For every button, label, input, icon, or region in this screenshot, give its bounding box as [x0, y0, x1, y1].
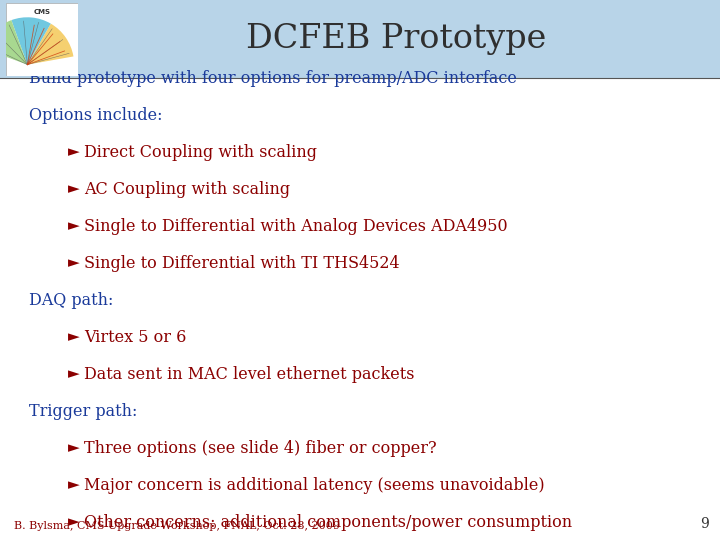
- Text: ►: ►: [68, 515, 80, 529]
- Text: ►: ►: [68, 219, 80, 233]
- Text: Options include:: Options include:: [29, 107, 162, 124]
- FancyBboxPatch shape: [0, 0, 720, 78]
- Text: ►: ►: [68, 256, 80, 270]
- Text: Three options (see slide 4) fiber or copper?: Three options (see slide 4) fiber or cop…: [84, 440, 437, 457]
- Text: Other concerns: additional components/power consumption: Other concerns: additional components/po…: [84, 514, 572, 531]
- Text: ►: ►: [68, 367, 80, 381]
- Text: 9: 9: [701, 517, 709, 531]
- Text: Virtex 5 or 6: Virtex 5 or 6: [84, 329, 186, 346]
- Text: Trigger path:: Trigger path:: [29, 403, 138, 420]
- Text: ►: ►: [68, 145, 80, 159]
- Text: CMS: CMS: [33, 9, 50, 15]
- Text: Build prototype with four options for preamp/ADC interface: Build prototype with four options for pr…: [29, 70, 517, 87]
- Text: AC Coupling with scaling: AC Coupling with scaling: [84, 181, 290, 198]
- Text: B. Bylsma, CMS Upgrade Workshop, FNAL, Oct. 28, 2009: B. Bylsma, CMS Upgrade Workshop, FNAL, O…: [14, 521, 341, 531]
- Text: ►: ►: [68, 441, 80, 455]
- Text: Major concern is additional latency (seems unavoidable): Major concern is additional latency (see…: [84, 477, 545, 494]
- Text: DCFEB Prototype: DCFEB Prototype: [246, 23, 546, 55]
- Wedge shape: [0, 20, 27, 65]
- Wedge shape: [27, 24, 73, 65]
- Text: Data sent in MAC level ethernet packets: Data sent in MAC level ethernet packets: [84, 366, 415, 383]
- Text: ►: ►: [68, 478, 80, 492]
- Text: Single to Differential with TI THS4524: Single to Differential with TI THS4524: [84, 255, 400, 272]
- Text: Single to Differential with Analog Devices ADA4950: Single to Differential with Analog Devic…: [84, 218, 508, 235]
- Text: DAQ path:: DAQ path:: [29, 292, 113, 309]
- Text: ►: ►: [68, 183, 80, 196]
- Wedge shape: [12, 17, 50, 65]
- Text: ►: ►: [68, 330, 80, 344]
- Text: Direct Coupling with scaling: Direct Coupling with scaling: [84, 144, 318, 161]
